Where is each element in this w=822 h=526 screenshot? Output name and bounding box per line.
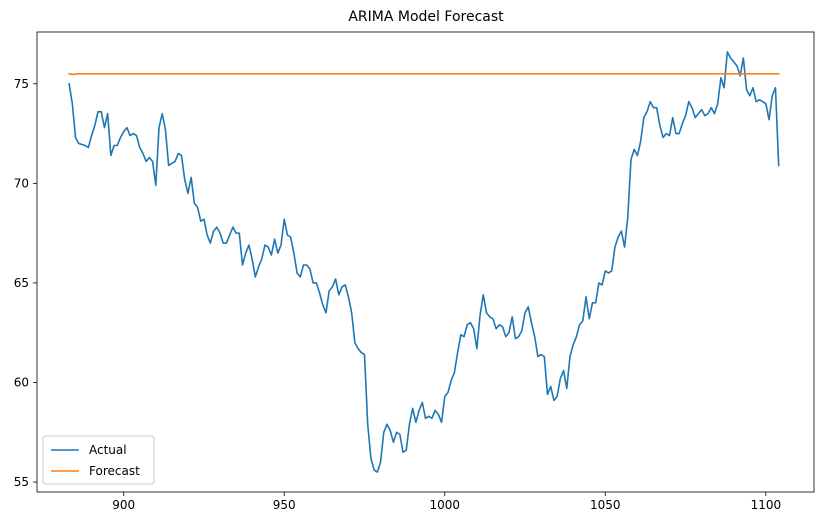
x-axis: 900 950 1000 1050 1100: [112, 492, 781, 512]
axes-frame: [36, 31, 815, 493]
y-tick-label: 75: [14, 77, 29, 91]
y-axis: 55 60 65 70 75: [14, 77, 37, 489]
x-tick-label: 1000: [429, 498, 460, 512]
legend-label-actual: Actual: [89, 443, 127, 457]
x-tick-label: 900: [112, 498, 135, 512]
legend: Actual Forecast: [42, 435, 155, 485]
y-tick-label: 65: [14, 276, 29, 290]
chart-title: ARIMA Model Forecast: [348, 9, 504, 25]
series-line-actual: [68, 51, 780, 473]
x-tick-label: 950: [273, 498, 296, 512]
series-line-forecast: [68, 72, 780, 76]
series-lines: [68, 51, 780, 473]
y-tick-label: 60: [14, 375, 29, 389]
legend-label-forecast: Forecast: [89, 464, 140, 478]
x-tick-label: 1100: [751, 498, 782, 512]
y-tick-label: 55: [14, 475, 29, 489]
plot-area: 900 950 1000 1050 1100 55 60 65 70 75: [14, 31, 815, 512]
x-tick-label: 1050: [590, 498, 621, 512]
legend-box: [42, 435, 155, 485]
y-tick-label: 70: [14, 176, 29, 190]
